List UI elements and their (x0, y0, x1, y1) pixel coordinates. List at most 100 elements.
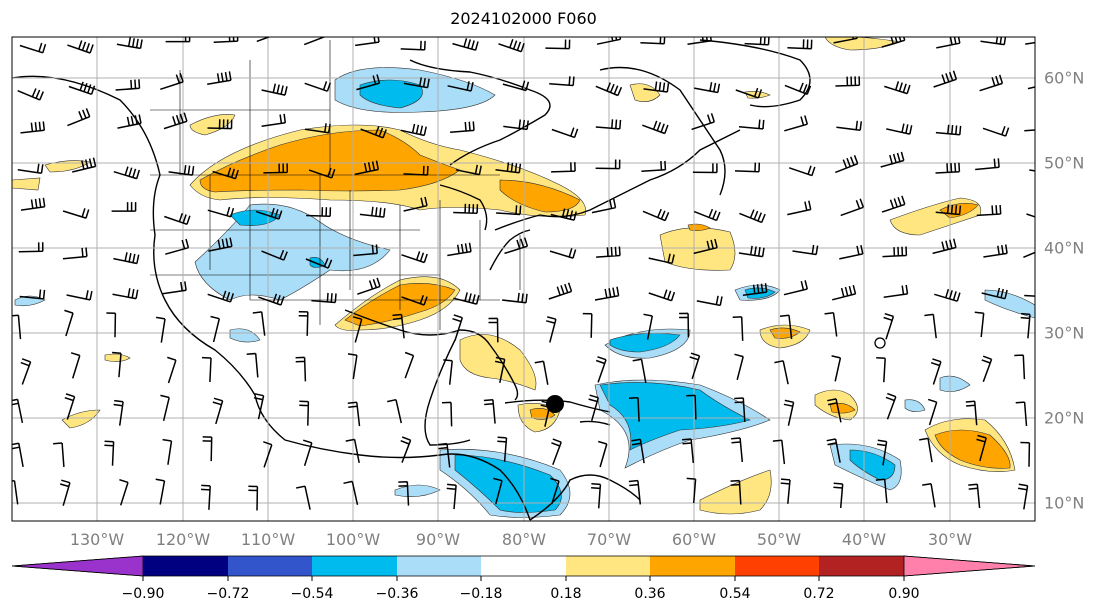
lon-label: 70°W (586, 530, 632, 549)
wind-barb (642, 120, 669, 135)
map-frame (11, 36, 1036, 522)
wind-barb (981, 355, 993, 383)
wind-barb (934, 288, 961, 302)
wind-barb (311, 292, 337, 304)
wind-barb (503, 119, 529, 131)
wind-barb (447, 81, 474, 92)
wind-barb (202, 436, 213, 462)
wind-barb (353, 244, 378, 257)
wind-barb (885, 392, 897, 420)
wind-barb (640, 37, 666, 45)
wind-barb (252, 311, 266, 336)
wind-barb (12, 398, 24, 424)
wind-barb (167, 356, 177, 384)
wind-barb (347, 401, 361, 427)
state-borders (150, 40, 521, 330)
wind-barb (783, 280, 809, 296)
storm-position-dot (546, 395, 564, 413)
wind-barb (935, 204, 962, 216)
wind-barb (686, 394, 697, 420)
wind-barb (772, 439, 786, 465)
wind-barb (597, 440, 608, 468)
wind-barb (836, 120, 863, 131)
wind-barb (779, 314, 793, 340)
wind-barb (207, 119, 233, 130)
wind-barb (352, 316, 363, 343)
wind-barb (306, 207, 332, 218)
wind-barb (595, 119, 622, 130)
colorbar-tick-label: −0.72 (206, 586, 250, 602)
wind-barb (263, 163, 289, 174)
wind-barb (935, 124, 962, 136)
wind-barb (545, 39, 571, 50)
wind-barb (974, 311, 985, 338)
wind-barb (734, 162, 761, 173)
wind-barb (208, 237, 233, 252)
wind-barb (595, 356, 607, 383)
wind-barb (163, 112, 188, 130)
wind-barb (975, 158, 1000, 171)
lat-label: 60°N (1044, 68, 1085, 88)
wind-barb (551, 438, 562, 465)
colorbar-seg-5 (481, 556, 566, 576)
wind-barb (502, 292, 528, 304)
wind-barb (343, 480, 359, 505)
wind-barb (876, 439, 888, 466)
wind-barb (455, 164, 482, 176)
wind-barb (933, 70, 958, 88)
wind-barb (261, 249, 288, 261)
colorbar-seg-4 (397, 556, 481, 576)
lon-label: 120°W (155, 530, 211, 549)
wind-barb (682, 438, 695, 463)
wind-barb (1020, 312, 1031, 339)
wind-barb (691, 113, 716, 131)
wind-barb (739, 209, 766, 224)
wind-barb (502, 80, 530, 92)
colorbar-seg-3 (312, 556, 397, 576)
map-title: 2024102000 F060 (450, 9, 597, 28)
wind-barb (824, 311, 838, 337)
wind-barb (919, 437, 933, 463)
wind-barb (884, 81, 911, 95)
lat-label: 50°N (1044, 153, 1085, 173)
wind-barb (632, 358, 647, 383)
wind-barb (497, 436, 508, 462)
wind-barb (1015, 401, 1028, 427)
wind-barb (498, 39, 525, 53)
wind-barb (550, 208, 577, 221)
wind-barb (595, 159, 621, 170)
wind-barb (835, 155, 859, 174)
wind-barb (689, 352, 701, 380)
wind-barb (261, 113, 287, 127)
wind-barb (549, 248, 577, 259)
wind-barb (212, 167, 239, 180)
wind-barb (643, 81, 670, 93)
lon-label: 40°W (841, 530, 887, 549)
wind-barb (738, 119, 765, 130)
wind-barb (20, 121, 46, 134)
wind-barb (207, 71, 232, 85)
wind-barb (70, 352, 81, 379)
wind-barb (833, 482, 844, 508)
wind-barb (968, 483, 981, 509)
wind-barb (387, 398, 403, 424)
wind-barb (392, 313, 405, 339)
wind-barb (295, 356, 307, 382)
wind-barb (452, 38, 479, 51)
wind-barb (780, 478, 791, 504)
wind-barb (732, 316, 744, 341)
wind-barb (447, 242, 472, 257)
wind-barb (296, 485, 311, 510)
wind-barb (591, 198, 617, 214)
wind-barb (441, 401, 453, 427)
wind-barb (298, 310, 309, 336)
wind-barb (875, 478, 888, 504)
wind-barb (115, 79, 141, 91)
wind-barb (693, 238, 718, 255)
wind-barb (1026, 213, 1035, 218)
wind-barb (549, 76, 575, 87)
colorbar-seg-9 (819, 556, 904, 576)
wind-barb (162, 281, 187, 295)
wind-barb (784, 115, 809, 132)
lon-label: 30°W (927, 530, 973, 549)
